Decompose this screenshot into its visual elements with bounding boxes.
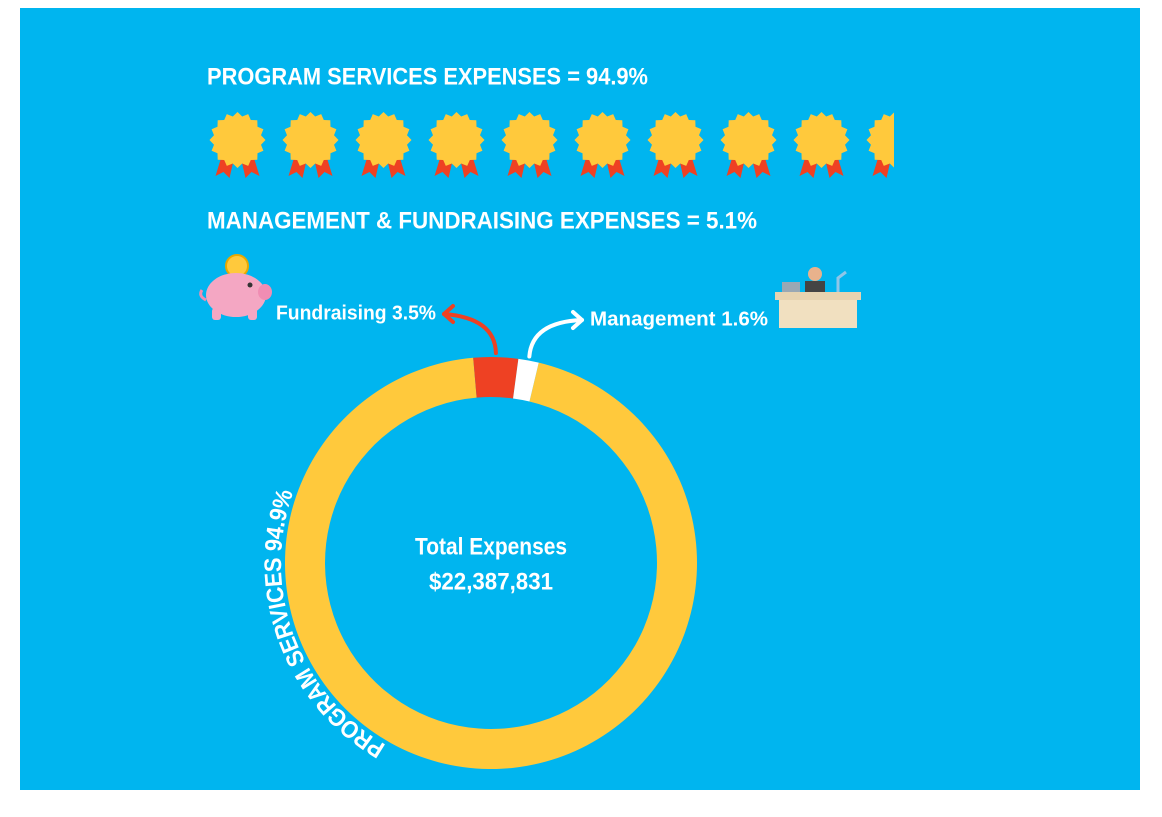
- segment-label: Management 1.6%: [590, 308, 768, 330]
- center-label: Total Expenses: [415, 533, 567, 560]
- center-value: $22,387,831: [429, 568, 553, 595]
- medal: [501, 112, 558, 168]
- headline: MANAGEMENT & FUNDRAISING EXPENSES = 5.1%: [207, 207, 757, 234]
- medal: [209, 112, 266, 168]
- donut-segment: [473, 357, 519, 399]
- callout-arrowhead: [571, 310, 584, 330]
- desk-icon: [775, 267, 861, 328]
- donut-segment: [513, 358, 539, 402]
- medal: [866, 112, 894, 168]
- callout-arrow: [442, 312, 498, 356]
- medal: [793, 112, 850, 168]
- headline: PROGRAM SERVICES EXPENSES = 94.9%: [207, 63, 648, 90]
- pictograph: [209, 112, 894, 178]
- medal: [282, 112, 339, 168]
- medal: [428, 112, 485, 168]
- medal: [574, 112, 631, 168]
- medal: [355, 112, 412, 168]
- medal: [647, 112, 704, 168]
- segment-label: Fundraising 3.5%: [276, 302, 436, 324]
- piggy-bank-icon: [199, 254, 272, 320]
- callout-arrow: [527, 318, 584, 359]
- medal: [720, 112, 777, 168]
- callout-arrowhead: [442, 304, 455, 324]
